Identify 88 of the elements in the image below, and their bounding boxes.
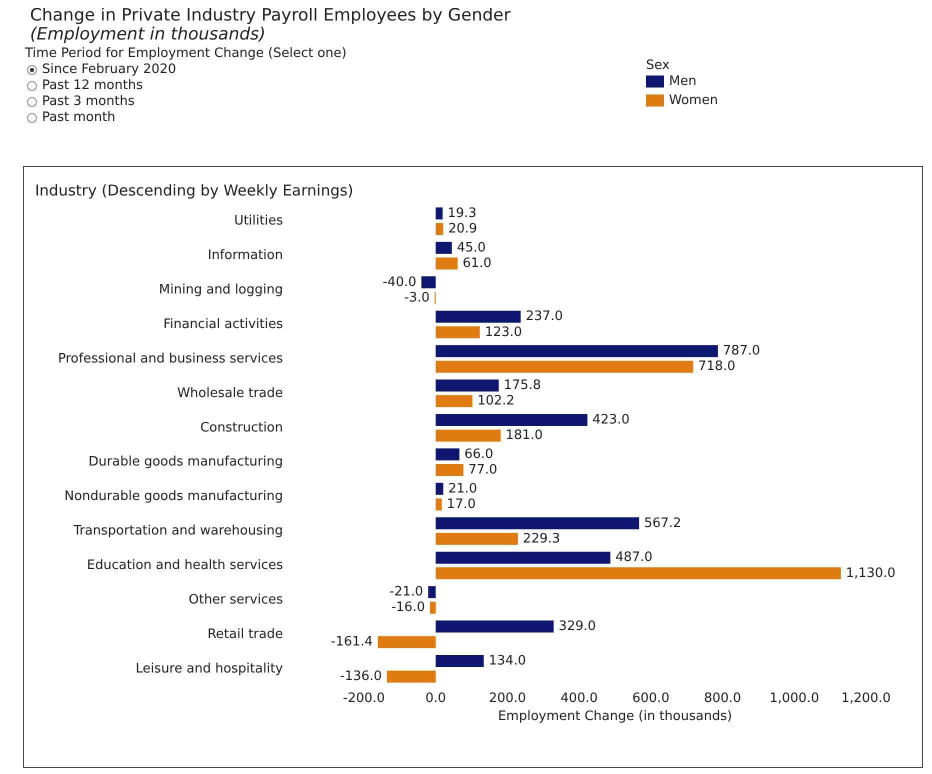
bar (430, 602, 436, 614)
data-label: 77.0 (468, 462, 498, 478)
bar (436, 326, 480, 338)
bar (436, 414, 588, 426)
bar (436, 310, 521, 323)
bar (436, 567, 841, 580)
data-label: 787.0 (722, 344, 760, 359)
text: Past 3 months (42, 94, 135, 110)
y-tick-label: Utilities (234, 214, 284, 229)
bar (436, 620, 554, 633)
data-label: 19.3 (448, 206, 477, 221)
data-label: 329.0 (558, 619, 596, 634)
x-tick-label: 1,200.0 (841, 691, 891, 706)
x-tick-label: -200.0 (343, 691, 385, 706)
y-tick-label: Information (208, 248, 283, 264)
y-tick-label: Leisure and hospitality (136, 661, 284, 676)
bar (436, 242, 452, 254)
y-axis-title: Industry (Descending by Weekly Earnings) (35, 182, 354, 200)
text: (Employment in thousands) (30, 24, 266, 44)
bar (436, 345, 718, 358)
bar (436, 448, 460, 460)
data-label: 17.0 (446, 496, 476, 512)
data-label: 45.0 (456, 240, 486, 256)
bar (436, 464, 464, 476)
bar (436, 532, 518, 545)
text: Past 12 months (42, 78, 143, 94)
data-label: 123.0 (484, 324, 522, 340)
data-label: 134.0 (488, 653, 526, 668)
data-label: 175.8 (504, 378, 541, 394)
bar (436, 395, 472, 408)
data-label: 423.0 (592, 412, 630, 428)
bar (386, 670, 436, 683)
data-label: 102.2 (477, 394, 515, 409)
bar (436, 207, 443, 220)
x-tick-label: 800.0 (704, 691, 742, 706)
x-tick-label: 200.0 (488, 691, 526, 706)
y-tick-label: Education and health services (86, 558, 284, 573)
bar (436, 482, 444, 495)
data-label: 1,130.0 (846, 566, 896, 581)
y-tick-label: Other services (188, 592, 284, 608)
bar (436, 360, 694, 373)
x-tick-label: 0.0 (425, 691, 446, 706)
y-tick-label: Construction (200, 420, 283, 436)
bar (436, 552, 610, 564)
data-label: 567.2 (644, 516, 682, 531)
data-label: 237.0 (526, 309, 563, 324)
bar (436, 430, 501, 442)
bar (436, 223, 444, 236)
data-label: -16.0 (391, 600, 425, 616)
data-label: 20.9 (448, 222, 478, 237)
legend-label: Women (669, 93, 718, 108)
bar (436, 654, 484, 667)
y-tick-label: Professional and business services (58, 351, 284, 366)
legend-label: Men (669, 74, 696, 89)
bar (436, 517, 640, 530)
data-label: 487.0 (615, 550, 653, 566)
bar (428, 586, 436, 598)
data-label: -40.0 (382, 274, 416, 290)
x-axis-title: Employment Change (in thousands) (498, 709, 732, 724)
text: Since February 2020 (42, 62, 176, 78)
bar (436, 257, 458, 270)
y-tick-label: Durable goods manufacturing (88, 454, 283, 470)
data-label: 718.0 (698, 359, 736, 374)
y-tick-label: Financial activities (163, 317, 284, 332)
text: Past month (42, 110, 116, 126)
data-label: 229.3 (522, 531, 560, 546)
data-label: -136.0 (340, 669, 382, 684)
data-label: 61.0 (462, 256, 492, 271)
data-label: 181.0 (506, 428, 543, 444)
bar (378, 636, 436, 648)
y-tick-label: Mining and logging (158, 282, 283, 298)
y-tick-label: Nondurable goods manufacturing (64, 489, 283, 504)
data-label: 66.0 (464, 446, 494, 462)
bar (436, 380, 499, 392)
bar (436, 498, 442, 510)
legend-title: Sex (646, 58, 670, 73)
x-tick-label: 400.0 (560, 691, 598, 706)
x-tick-label: 1,000.0 (769, 691, 820, 706)
text: Time Period for Employment Change (Select one) (25, 46, 347, 61)
y-tick-label: Transportation and warehousing (72, 524, 283, 539)
data-label: 21.0 (448, 481, 478, 496)
data-label: -21.0 (390, 584, 424, 600)
data-label: -161.4 (330, 634, 373, 650)
x-tick-label: 600.0 (632, 691, 670, 706)
y-tick-label: Wholesale trade (177, 386, 283, 401)
data-label: -3.0 (404, 290, 430, 306)
bar (421, 276, 436, 288)
y-tick-label: Retail trade (207, 626, 283, 642)
